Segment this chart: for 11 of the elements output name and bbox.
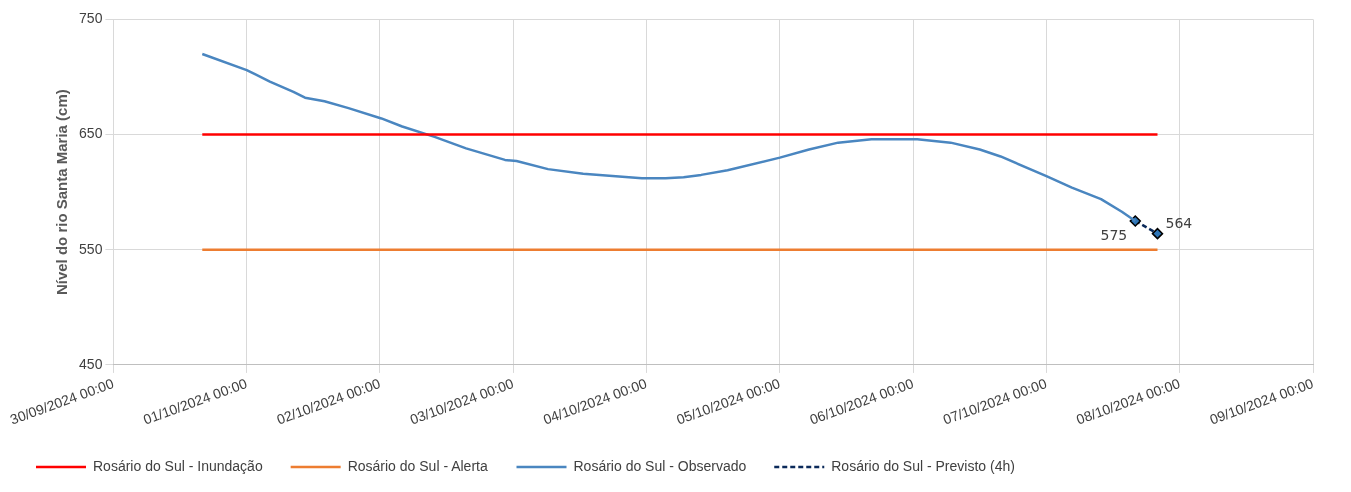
data-label: 564 bbox=[1165, 215, 1193, 232]
y-tick-label: 450 bbox=[79, 355, 103, 372]
legend-label: Rosário do Sul - Inundação bbox=[93, 457, 263, 474]
legend-label: Rosário do Sul - Alerta bbox=[347, 457, 488, 474]
y-tick-label: 750 bbox=[79, 10, 103, 27]
legend-label: Rosário do Sul - Previsto (4h) bbox=[831, 457, 1015, 474]
y-tick-label: 550 bbox=[79, 240, 103, 257]
y-tick-label: 650 bbox=[79, 125, 103, 142]
legend-label: Rosário do Sul - Observado bbox=[573, 457, 747, 474]
data-label: 575 bbox=[1100, 226, 1128, 243]
y-axis-title: Nível do rio Santa Maria (cm) bbox=[53, 89, 71, 296]
